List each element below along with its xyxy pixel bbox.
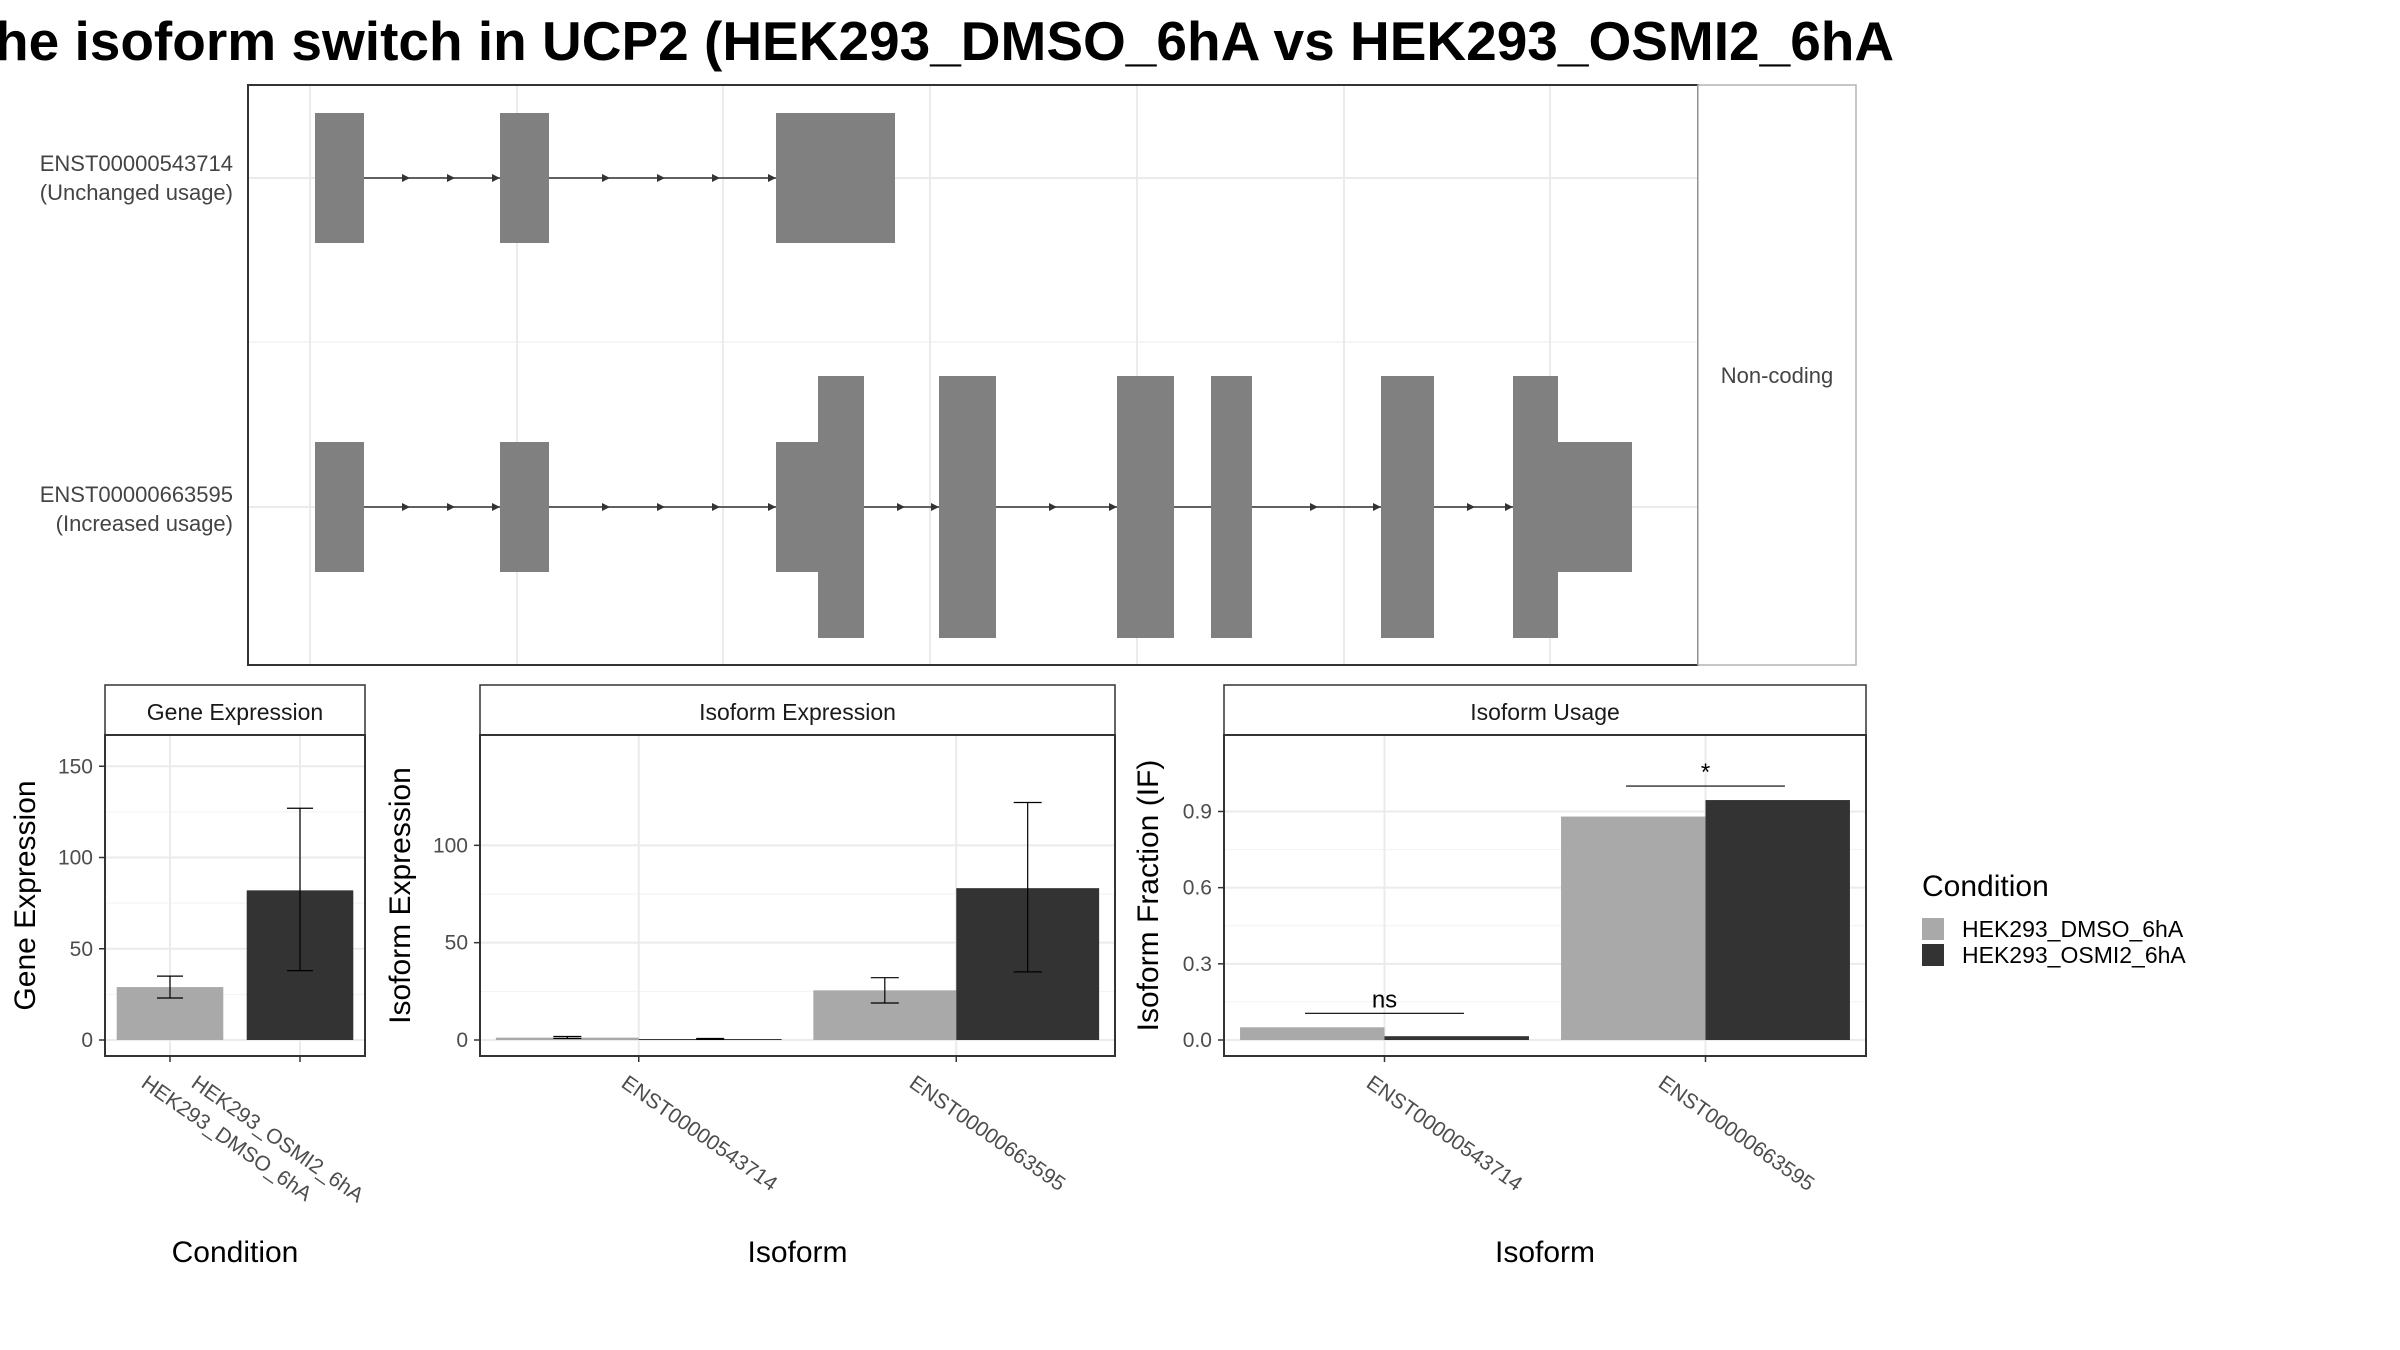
legend-title: Condition bbox=[1922, 870, 2049, 903]
transcript-structure-panel: Non-coding ENST00000543714 (Unchanged us… bbox=[40, 84, 1857, 666]
strand-arrow bbox=[402, 174, 410, 182]
significance-label: * bbox=[1701, 759, 1710, 786]
strand-arrow bbox=[931, 503, 939, 511]
x-tick-label: ENST00000663595 bbox=[1654, 1071, 1818, 1196]
strand-arrow bbox=[1310, 503, 1318, 511]
strand-arrow bbox=[712, 503, 720, 511]
bar bbox=[1561, 816, 1706, 1040]
strand-arrow bbox=[447, 174, 455, 182]
bar bbox=[1384, 1036, 1529, 1040]
x-tick-label: ENST00000543714 bbox=[1362, 1071, 1527, 1196]
exon-coding bbox=[1513, 376, 1558, 638]
exon-coding bbox=[1381, 376, 1434, 638]
y-tick-label: 0 bbox=[81, 1029, 93, 1052]
y-tick-label: 0.0 bbox=[1183, 1029, 1212, 1052]
exon-utr bbox=[500, 442, 549, 572]
exon-utr bbox=[315, 442, 364, 572]
gene-expression-panel: Gene Expression050100150HEK293_DMSO_6hAH… bbox=[9, 684, 368, 1269]
exon-coding bbox=[818, 376, 864, 638]
strand-arrow bbox=[897, 503, 905, 511]
exon-utr bbox=[776, 442, 818, 572]
strand-arrow bbox=[657, 503, 665, 511]
bars bbox=[116, 807, 354, 1040]
exon-utr bbox=[776, 113, 895, 243]
strand-arrow bbox=[492, 503, 500, 511]
strand-arrow bbox=[712, 174, 720, 182]
isoform-label-id: ENST00000663595 bbox=[40, 482, 233, 507]
strand-arrow bbox=[1373, 503, 1381, 511]
x-axis-title: Isoform bbox=[747, 1236, 847, 1269]
y-axis-title: Gene Expression bbox=[9, 780, 42, 1010]
isoform-usage-panel: Isoform Usage ns * 0.0 0.3 0.6 0.9 ENST00000543… bbox=[1132, 684, 1867, 1269]
panel-border bbox=[104, 734, 366, 1057]
bars bbox=[495, 801, 1100, 1041]
structure-tracks bbox=[315, 113, 1632, 638]
facet-strip-label: Isoform Usage bbox=[1470, 699, 1620, 725]
strand-arrow bbox=[657, 174, 665, 182]
y-tick-label: 0.3 bbox=[1183, 953, 1212, 976]
figure-title: he isoform switch in UCP2 (HEK293_DMSO_6… bbox=[0, 10, 1894, 72]
strand-arrow bbox=[768, 503, 776, 511]
x-axis-title: Isoform bbox=[1495, 1236, 1595, 1269]
exon-coding bbox=[939, 376, 996, 638]
facet-label: Non-coding bbox=[1721, 363, 1834, 388]
facet-strip-label: Isoform Expression bbox=[699, 699, 896, 725]
transcript-track-enst00000663595 bbox=[315, 376, 1632, 638]
facet-strip bbox=[1697, 84, 1857, 666]
y-tick-label: 50 bbox=[445, 932, 468, 955]
exon-utr bbox=[500, 113, 549, 243]
y-tick-label: 100 bbox=[58, 847, 93, 870]
legend: Condition HEK293_DMSO_6hA HEK293_OSMI2_6… bbox=[1922, 870, 2186, 968]
exon-utr bbox=[1558, 442, 1632, 572]
facet-strip bbox=[104, 684, 366, 736]
isoform-label-status: (Unchanged usage) bbox=[40, 180, 233, 205]
bar bbox=[1240, 1027, 1385, 1040]
strand-arrow bbox=[602, 503, 610, 511]
facet-strip bbox=[479, 684, 1116, 736]
isoform-label-id: ENST00000543714 bbox=[40, 151, 233, 176]
y-axis-title: Isoform Expression bbox=[384, 767, 417, 1024]
strand-arrow bbox=[447, 503, 455, 511]
strand-arrow bbox=[1467, 503, 1475, 511]
panel-border bbox=[1223, 734, 1867, 1057]
strand-arrow bbox=[492, 174, 500, 182]
y-tick-label: 150 bbox=[58, 755, 93, 778]
panel-border bbox=[479, 734, 1116, 1057]
strand-arrow bbox=[1109, 503, 1117, 511]
bar bbox=[1705, 800, 1850, 1040]
exon-utr bbox=[315, 113, 364, 243]
x-tick-label: ENST00000663595 bbox=[905, 1071, 1069, 1196]
y-axis-title: Isoform Fraction (IF) bbox=[1132, 760, 1165, 1032]
y-tick-label: 100 bbox=[433, 834, 468, 857]
strand-arrow bbox=[1505, 503, 1513, 511]
isoform-label-status: (Increased usage) bbox=[56, 511, 233, 536]
strand-arrow bbox=[602, 174, 610, 182]
legend-key-dmso bbox=[1922, 918, 1944, 940]
significance-label: ns bbox=[1372, 986, 1397, 1013]
legend-key-osmi2 bbox=[1922, 944, 1944, 966]
legend-label-dmso: HEK293_DMSO_6hA bbox=[1962, 916, 2184, 942]
transcript-track-enst00000543714 bbox=[315, 113, 895, 243]
y-tick-label: 0 bbox=[456, 1029, 468, 1052]
y-tick-label: 50 bbox=[70, 938, 93, 961]
y-tick-label: 0.9 bbox=[1183, 800, 1212, 823]
exon-coding bbox=[1117, 376, 1174, 638]
strand-arrow bbox=[768, 174, 776, 182]
strand-arrow bbox=[402, 503, 410, 511]
legend-label-osmi2: HEK293_OSMI2_6hA bbox=[1962, 942, 2186, 968]
facet-strip-label: Gene Expression bbox=[147, 699, 323, 725]
bars: ns * bbox=[1240, 759, 1850, 1040]
x-tick-label: ENST00000543714 bbox=[617, 1071, 782, 1196]
strand-arrow bbox=[1049, 503, 1057, 511]
x-axis-title: Condition bbox=[172, 1236, 299, 1269]
isoform-expression-panel: Isoform Expression 0 50 100 ENST00000543714 E… bbox=[384, 684, 1116, 1269]
exon-coding bbox=[1211, 376, 1252, 638]
y-tick-label: 0.6 bbox=[1183, 877, 1212, 900]
